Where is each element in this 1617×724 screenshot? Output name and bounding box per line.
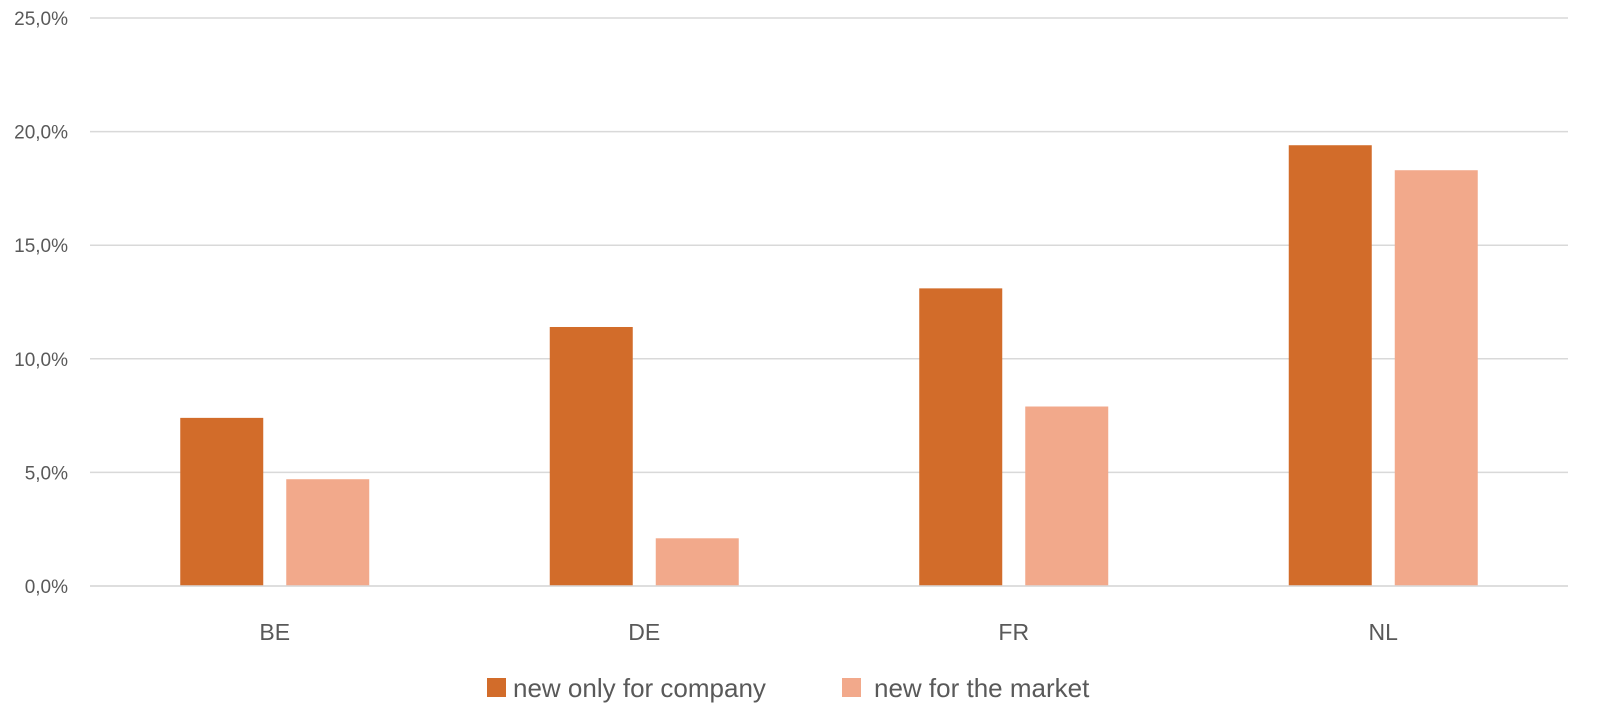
legend-item-0: new only for company xyxy=(487,673,766,703)
bars xyxy=(90,145,1568,587)
bar-de-series-0 xyxy=(549,326,633,586)
y-tick-label: 5,0% xyxy=(25,463,68,484)
legend-label-1: new for the market xyxy=(874,673,1090,703)
y-tick-label: 0,0% xyxy=(25,577,68,598)
y-tick-label: 15,0% xyxy=(14,236,68,257)
legend-swatch-1 xyxy=(842,678,861,697)
bar-nl-series-1 xyxy=(1394,170,1478,586)
x-category-label-fr: FR xyxy=(998,619,1029,645)
bar-nl-series-0 xyxy=(1288,145,1372,586)
x-axis-category-labels: BE DE FR NL xyxy=(259,619,1398,645)
x-category-label-nl: NL xyxy=(1369,619,1399,645)
bar-be-series-1 xyxy=(286,479,370,586)
y-tick-label: 10,0% xyxy=(14,350,68,371)
bar-be-series-0 xyxy=(180,417,264,586)
y-axis-tick-labels: 0,0% 5,0% 10,0% 15,0% 20,0% 25,0% xyxy=(14,9,68,598)
y-tick-label: 20,0% xyxy=(14,123,68,144)
x-category-label-be: BE xyxy=(259,619,290,645)
bar-fr-series-0 xyxy=(919,288,1003,586)
legend-item-1: new for the market xyxy=(842,673,1090,703)
legend-label-0: new only for company xyxy=(513,673,766,703)
legend: new only for company new for the market xyxy=(487,673,1090,703)
x-category-label-de: DE xyxy=(628,619,660,645)
y-tick-label: 25,0% xyxy=(14,9,68,30)
bar-de-series-1 xyxy=(655,538,739,586)
legend-swatch-0 xyxy=(487,678,506,697)
bar-fr-series-1 xyxy=(1025,406,1109,586)
